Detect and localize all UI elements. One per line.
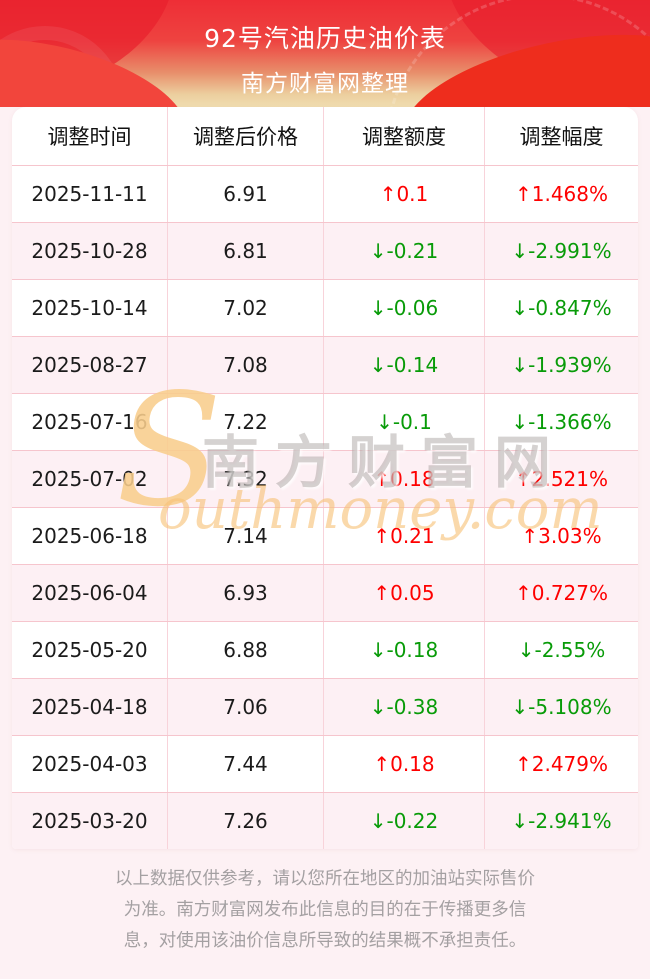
cell-date: 2025-11-11 [31,182,148,206]
cell-price: 6.91 [167,166,323,222]
page-subtitle: 南方财富网整理 [241,71,409,97]
cell-change-amount: ↑0.18 [323,736,484,792]
disclaimer-line-3: 息，对使用该油价信息所导致的结果概不承担责任。 [123,931,527,951]
header-banner: 92号汽油历史油价表 南方财富网整理 [0,0,650,107]
disclaimer-text: 以上数据仅供参考，请以您所在地区的加油站实际售价 为准。南方财富网发布此信息的目… [0,864,650,957]
cell-date: 2025-08-27 [31,353,148,377]
cell-change-amount: ↓-0.18 [323,622,484,678]
cell-change-percent: ↑0.727% [484,565,638,621]
column-header-change: 调整额度 [323,107,484,165]
disclaimer-line-1: 以上数据仅供参考，请以您所在地区的加油站实际售价 [115,869,535,889]
table-row: 2025-06-04 6.93 ↑0.05 ↑0.727% [12,564,638,621]
cell-price: 7.14 [167,508,323,564]
cell-change-percent: ↓-2.941% [484,793,638,849]
cell-change-percent: ↓-2.991% [484,223,638,279]
cell-date: 2025-04-18 [31,695,148,719]
cell-price: 7.22 [167,394,323,450]
cell-change-amount: ↓-0.1 [323,394,484,450]
column-header-date: 调整时间 [47,125,132,149]
table-row: 2025-10-14 7.02 ↓-0.06 ↓-0.847% [12,279,638,336]
cell-price: 7.32 [167,451,323,507]
cell-date: 2025-07-02 [31,467,148,491]
cell-price: 7.08 [167,337,323,393]
table-row: 2025-06-18 7.14 ↑0.21 ↑3.03% [12,507,638,564]
cell-price: 7.02 [167,280,323,336]
price-table: 调整时间 调整后价格 调整额度 调整幅度 2025-11-11 6.91 ↑0.… [12,107,638,849]
cell-change-amount: ↓-0.38 [323,679,484,735]
cell-date: 2025-03-20 [31,809,148,833]
table-row: 2025-04-18 7.06 ↓-0.38 ↓-5.108% [12,678,638,735]
page-title: 92号汽油历史油价表 [204,24,446,53]
cell-change-amount: ↑0.05 [323,565,484,621]
cell-price: 7.26 [167,793,323,849]
cell-change-percent: ↓-1.939% [484,337,638,393]
cell-price: 7.44 [167,736,323,792]
cell-change-percent: ↓-1.366% [484,394,638,450]
cell-change-amount: ↓-0.14 [323,337,484,393]
cell-price: 7.06 [167,679,323,735]
cell-change-percent: ↓-5.108% [484,679,638,735]
cell-change-amount: ↑0.21 [323,508,484,564]
table-row: 2025-04-03 7.44 ↑0.18 ↑2.479% [12,735,638,792]
table-row: 2025-03-20 7.26 ↓-0.22 ↓-2.941% [12,792,638,849]
column-header-percent: 调整幅度 [484,107,638,165]
cell-change-amount: ↓-0.21 [323,223,484,279]
cell-change-amount: ↓-0.22 [323,793,484,849]
cell-change-percent: ↑2.479% [484,736,638,792]
cell-date: 2025-05-20 [31,638,148,662]
table-header-row: 调整时间 调整后价格 调整额度 调整幅度 [12,107,638,165]
column-header-price: 调整后价格 [167,107,323,165]
table-row: 2025-07-16 7.22 ↓-0.1 ↓-1.366% [12,393,638,450]
cell-change-percent: ↑1.468% [484,166,638,222]
table-row: 2025-07-02 7.32 ↑0.18 ↑2.521% [12,450,638,507]
cell-price: 6.88 [167,622,323,678]
cell-change-amount: ↓-0.06 [323,280,484,336]
cell-change-amount: ↑0.1 [323,166,484,222]
cell-price: 6.93 [167,565,323,621]
cell-date: 2025-06-04 [31,581,148,605]
cell-date: 2025-07-16 [31,410,148,434]
cell-change-amount: ↑0.18 [323,451,484,507]
cell-change-percent: ↓-2.55% [484,622,638,678]
disclaimer-line-2: 为准。南方财富网发布此信息的目的在于传播更多信 [123,900,527,920]
cell-price: 6.81 [167,223,323,279]
cell-change-percent: ↑3.03% [484,508,638,564]
cell-change-percent: ↓-0.847% [484,280,638,336]
cell-date: 2025-06-18 [31,524,148,548]
table-row: 2025-10-28 6.81 ↓-0.21 ↓-2.991% [12,222,638,279]
cell-date: 2025-10-28 [31,239,148,263]
table-row: 2025-08-27 7.08 ↓-0.14 ↓-1.939% [12,336,638,393]
table-row: 2025-11-11 6.91 ↑0.1 ↑1.468% [12,165,638,222]
cell-date: 2025-10-14 [31,296,148,320]
table-row: 2025-05-20 6.88 ↓-0.18 ↓-2.55% [12,621,638,678]
cell-change-percent: ↑2.521% [484,451,638,507]
cell-date: 2025-04-03 [31,752,148,776]
